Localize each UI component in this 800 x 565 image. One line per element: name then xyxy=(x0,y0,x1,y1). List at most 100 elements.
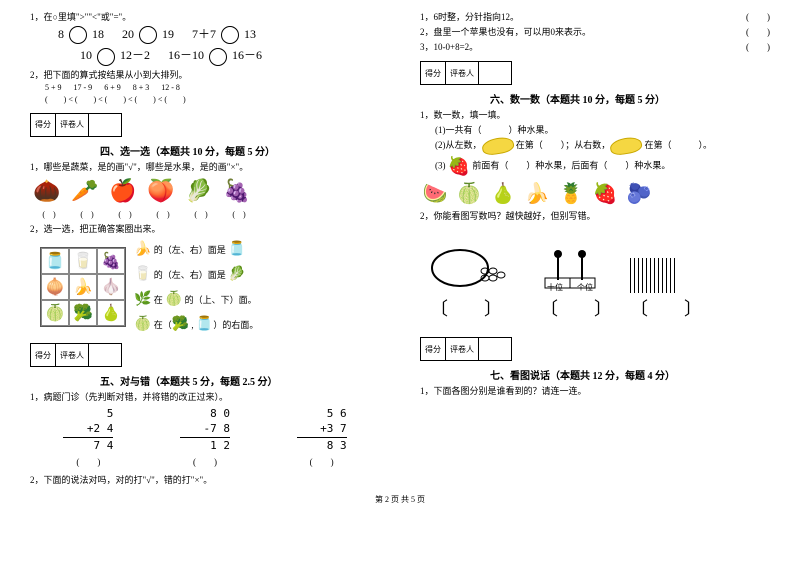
count-figures: 十位 个位 xyxy=(430,228,770,293)
fruit-row-7: 🍉 🍈 🍐 🍌 🍍 🍓 🫐 xyxy=(420,180,770,206)
expr: 12 - 8 xyxy=(161,83,180,92)
q1-row1: 8 18 20 19 7＋7 13 xyxy=(58,25,380,44)
score-box: 得分 评卷人 xyxy=(30,343,122,367)
q1-r2-b2: 16－6 xyxy=(232,48,262,62)
page-footer: 第 2 页 共 5 页 xyxy=(0,494,800,505)
sec6-q1: 1，数一数，填一填。 xyxy=(420,108,770,121)
q1-r1-b1: 20 xyxy=(122,27,134,41)
grid-cell: 🍇 xyxy=(97,248,125,274)
sec6-s1[interactable]: (1)一共有（ ）种水果。 xyxy=(435,123,770,136)
q1-r1-b2: 19 xyxy=(162,27,174,41)
grid-cell: 🍈 xyxy=(41,300,69,326)
arith-1[interactable]: 5+2 47 4 ( ) xyxy=(63,407,113,469)
q2-exprs: 5 + 9 17 - 9 6 + 9 8 + 3 12 - 8 xyxy=(45,83,380,92)
reviewer-label: 评卷人 xyxy=(56,114,89,136)
q1-r2-b1: 16－10 xyxy=(168,48,204,62)
grid-cell: 🍐 xyxy=(97,300,125,326)
q2-prompt: 2，把下面的算式按结果从小到大排列。 xyxy=(30,68,380,81)
section-7-title: 七、看图说话（本题共 12 分，每题 4 分） xyxy=(490,367,770,382)
oval-beads-icon xyxy=(430,243,510,293)
peach-icon: 🍑 xyxy=(144,176,178,206)
carrot-icon: 🥕 xyxy=(68,176,102,206)
sec6-q2: 2，你能看图写数吗？越快越好，但别写错。 xyxy=(420,209,770,222)
expr: 5 + 9 xyxy=(45,83,62,92)
section-6-title: 六、数一数（本题共 10 分，每题 5 分） xyxy=(490,91,770,106)
blank-circle[interactable] xyxy=(209,48,227,66)
pear-icon: 🍐 xyxy=(488,180,518,206)
score-blank[interactable] xyxy=(479,338,511,360)
expr: 8 + 3 xyxy=(133,83,150,92)
q1-prompt: 1，在○里填">""<"或"="。 xyxy=(30,10,380,23)
q1-r1-a1: 8 xyxy=(58,27,64,41)
expr: 17 - 9 xyxy=(74,83,93,92)
grid-cell: 🍌 xyxy=(69,274,97,300)
grid-cell: 🫙 xyxy=(41,248,69,274)
banana-icon: 🍌 xyxy=(522,180,552,206)
banana-icon xyxy=(480,135,514,156)
score-row-7: 得分 评卷人 xyxy=(420,331,770,363)
q1-r1-c2: 13 xyxy=(244,27,256,41)
reviewer-label: 评卷人 xyxy=(446,338,479,360)
blank-circle[interactable] xyxy=(97,48,115,66)
grid-cell: 🧅 xyxy=(41,274,69,300)
cantaloupe-icon: 🍈 xyxy=(454,180,484,206)
grid-cell: 🧄 xyxy=(97,274,125,300)
score-blank[interactable] xyxy=(479,62,511,84)
blank-circle[interactable] xyxy=(69,26,87,44)
pos-line-b[interactable]: 🥛 的（左、右）面是 🥬 xyxy=(134,262,258,287)
paren-row[interactable]: ( )( )( )( )( )( ) xyxy=(32,209,380,220)
sec4-q2-body: 🫙🥛🍇 🧅🍌🧄 🍈🥦🍐 🍌 的（左、右）面是 🫙 🥛 的（左、右）面是 🥬 🌿 … xyxy=(30,237,380,338)
radish-icon: 🌰 xyxy=(30,176,64,206)
grid-cell: 🥛 xyxy=(69,248,97,274)
tf-1[interactable]: 1，6时整，分针指向12。( ) xyxy=(420,10,770,23)
ones-label: 个位 xyxy=(577,282,593,293)
cabbage-icon: 🥬 xyxy=(182,176,216,206)
pos-line-a[interactable]: 🍌 的（左、右）面是 🫙 xyxy=(134,237,258,262)
expr: 6 + 9 xyxy=(104,83,121,92)
section-4-title: 四、选一选（本题共 10 分，每题 5 分） xyxy=(100,143,380,158)
pos-line-d[interactable]: 🍈 在（🥦 , 🫙）的右面。 xyxy=(134,312,258,337)
score-blank[interactable] xyxy=(89,114,121,136)
blank-circle[interactable] xyxy=(221,26,239,44)
sec7-q1: 1，下面各图分别是谁看到的？请连一连。 xyxy=(420,384,770,397)
score-box: 得分 评卷人 xyxy=(420,337,512,361)
sec5-q1: 1，病题门诊（先判断对错，并将错的改正过来）。 xyxy=(30,390,380,403)
q1-r2-a2: 12－2 xyxy=(120,48,150,62)
pos-line-c[interactable]: 🌿 在 🍈 的（上、下）面。 xyxy=(134,287,258,312)
right-column: 1，6时整，分针指向12。( ) 2，盘里一个苹果也没有，可以用0来表示。( )… xyxy=(420,8,770,488)
sec6-s2[interactable]: (2)从左数， 在第（ ）；从右数， 在第（ ）。 xyxy=(435,138,770,154)
tf-2[interactable]: 2，盘里一个苹果也没有，可以用0来表示。( ) xyxy=(420,25,770,38)
arith-3[interactable]: 5 6+3 78 3 ( ) xyxy=(297,407,347,469)
abacus-icon: 十位 个位 xyxy=(540,250,600,293)
blueberry-icon: 🫐 xyxy=(624,180,654,206)
score-box: 得分 评卷人 xyxy=(30,113,122,137)
banana-icon xyxy=(609,135,643,156)
fruit-veg-row: 🌰 🥕 🍎 🍑 🥬 🍇 xyxy=(30,176,380,206)
blank-circle[interactable] xyxy=(139,26,157,44)
left-column: 1，在○里填">""<"或"="。 8 18 20 19 7＋7 13 10 1… xyxy=(30,8,380,488)
sec4-q1: 1，哪些是蔬菜，是的画"√"，哪些是水果，是的画"×"。 xyxy=(30,160,380,173)
score-label: 得分 xyxy=(31,114,56,136)
q2-blanks[interactable]: ( ) < ( ) < ( ) < ( ) < ( ) xyxy=(45,94,380,105)
score-box: 得分 评卷人 xyxy=(420,61,512,85)
sec5-q2: 2，下面的说法对吗，对的打"√"，错的打"×"。 xyxy=(30,473,380,486)
sec6-s3[interactable]: (3) 🍓 前面有（ ）种水果，后面有（ ）种水果。 xyxy=(435,156,770,177)
watermelon-icon: 🍉 xyxy=(420,180,450,206)
tf-3[interactable]: 3，10-0+8=2。( ) xyxy=(420,40,770,53)
strawberry-icon: 🍓 xyxy=(448,156,470,177)
q1-r2-a1: 10 xyxy=(80,48,92,62)
strawberry-icon: 🍓 xyxy=(590,180,620,206)
score-label: 得分 xyxy=(421,62,446,84)
answer-brackets[interactable]: 〔 〕 〔 〕 〔 〕 xyxy=(430,295,770,321)
score-blank[interactable] xyxy=(89,344,121,366)
page-container: 1，在○里填">""<"或"="。 8 18 20 19 7＋7 13 10 1… xyxy=(0,0,800,492)
score-label: 得分 xyxy=(31,344,56,366)
apple-icon: 🍎 xyxy=(106,176,140,206)
arith-2[interactable]: 8 0-7 81 2 ( ) xyxy=(180,407,230,469)
pineapple-icon: 🍍 xyxy=(556,180,586,206)
score-row-5: 得分 评卷人 xyxy=(30,337,380,369)
arith-row: 5+2 47 4 ( ) 8 0-7 81 2 ( ) 5 6+3 78 3 (… xyxy=(30,407,380,469)
q1-row2: 10 12－2 16－10 16－6 xyxy=(80,46,380,65)
q1-r1-c1: 7＋7 xyxy=(192,27,216,41)
position-sentences: 🍌 的（左、右）面是 🫙 🥛 的（左、右）面是 🥬 🌿 在 🍈 的（上、下）面。… xyxy=(134,237,258,338)
